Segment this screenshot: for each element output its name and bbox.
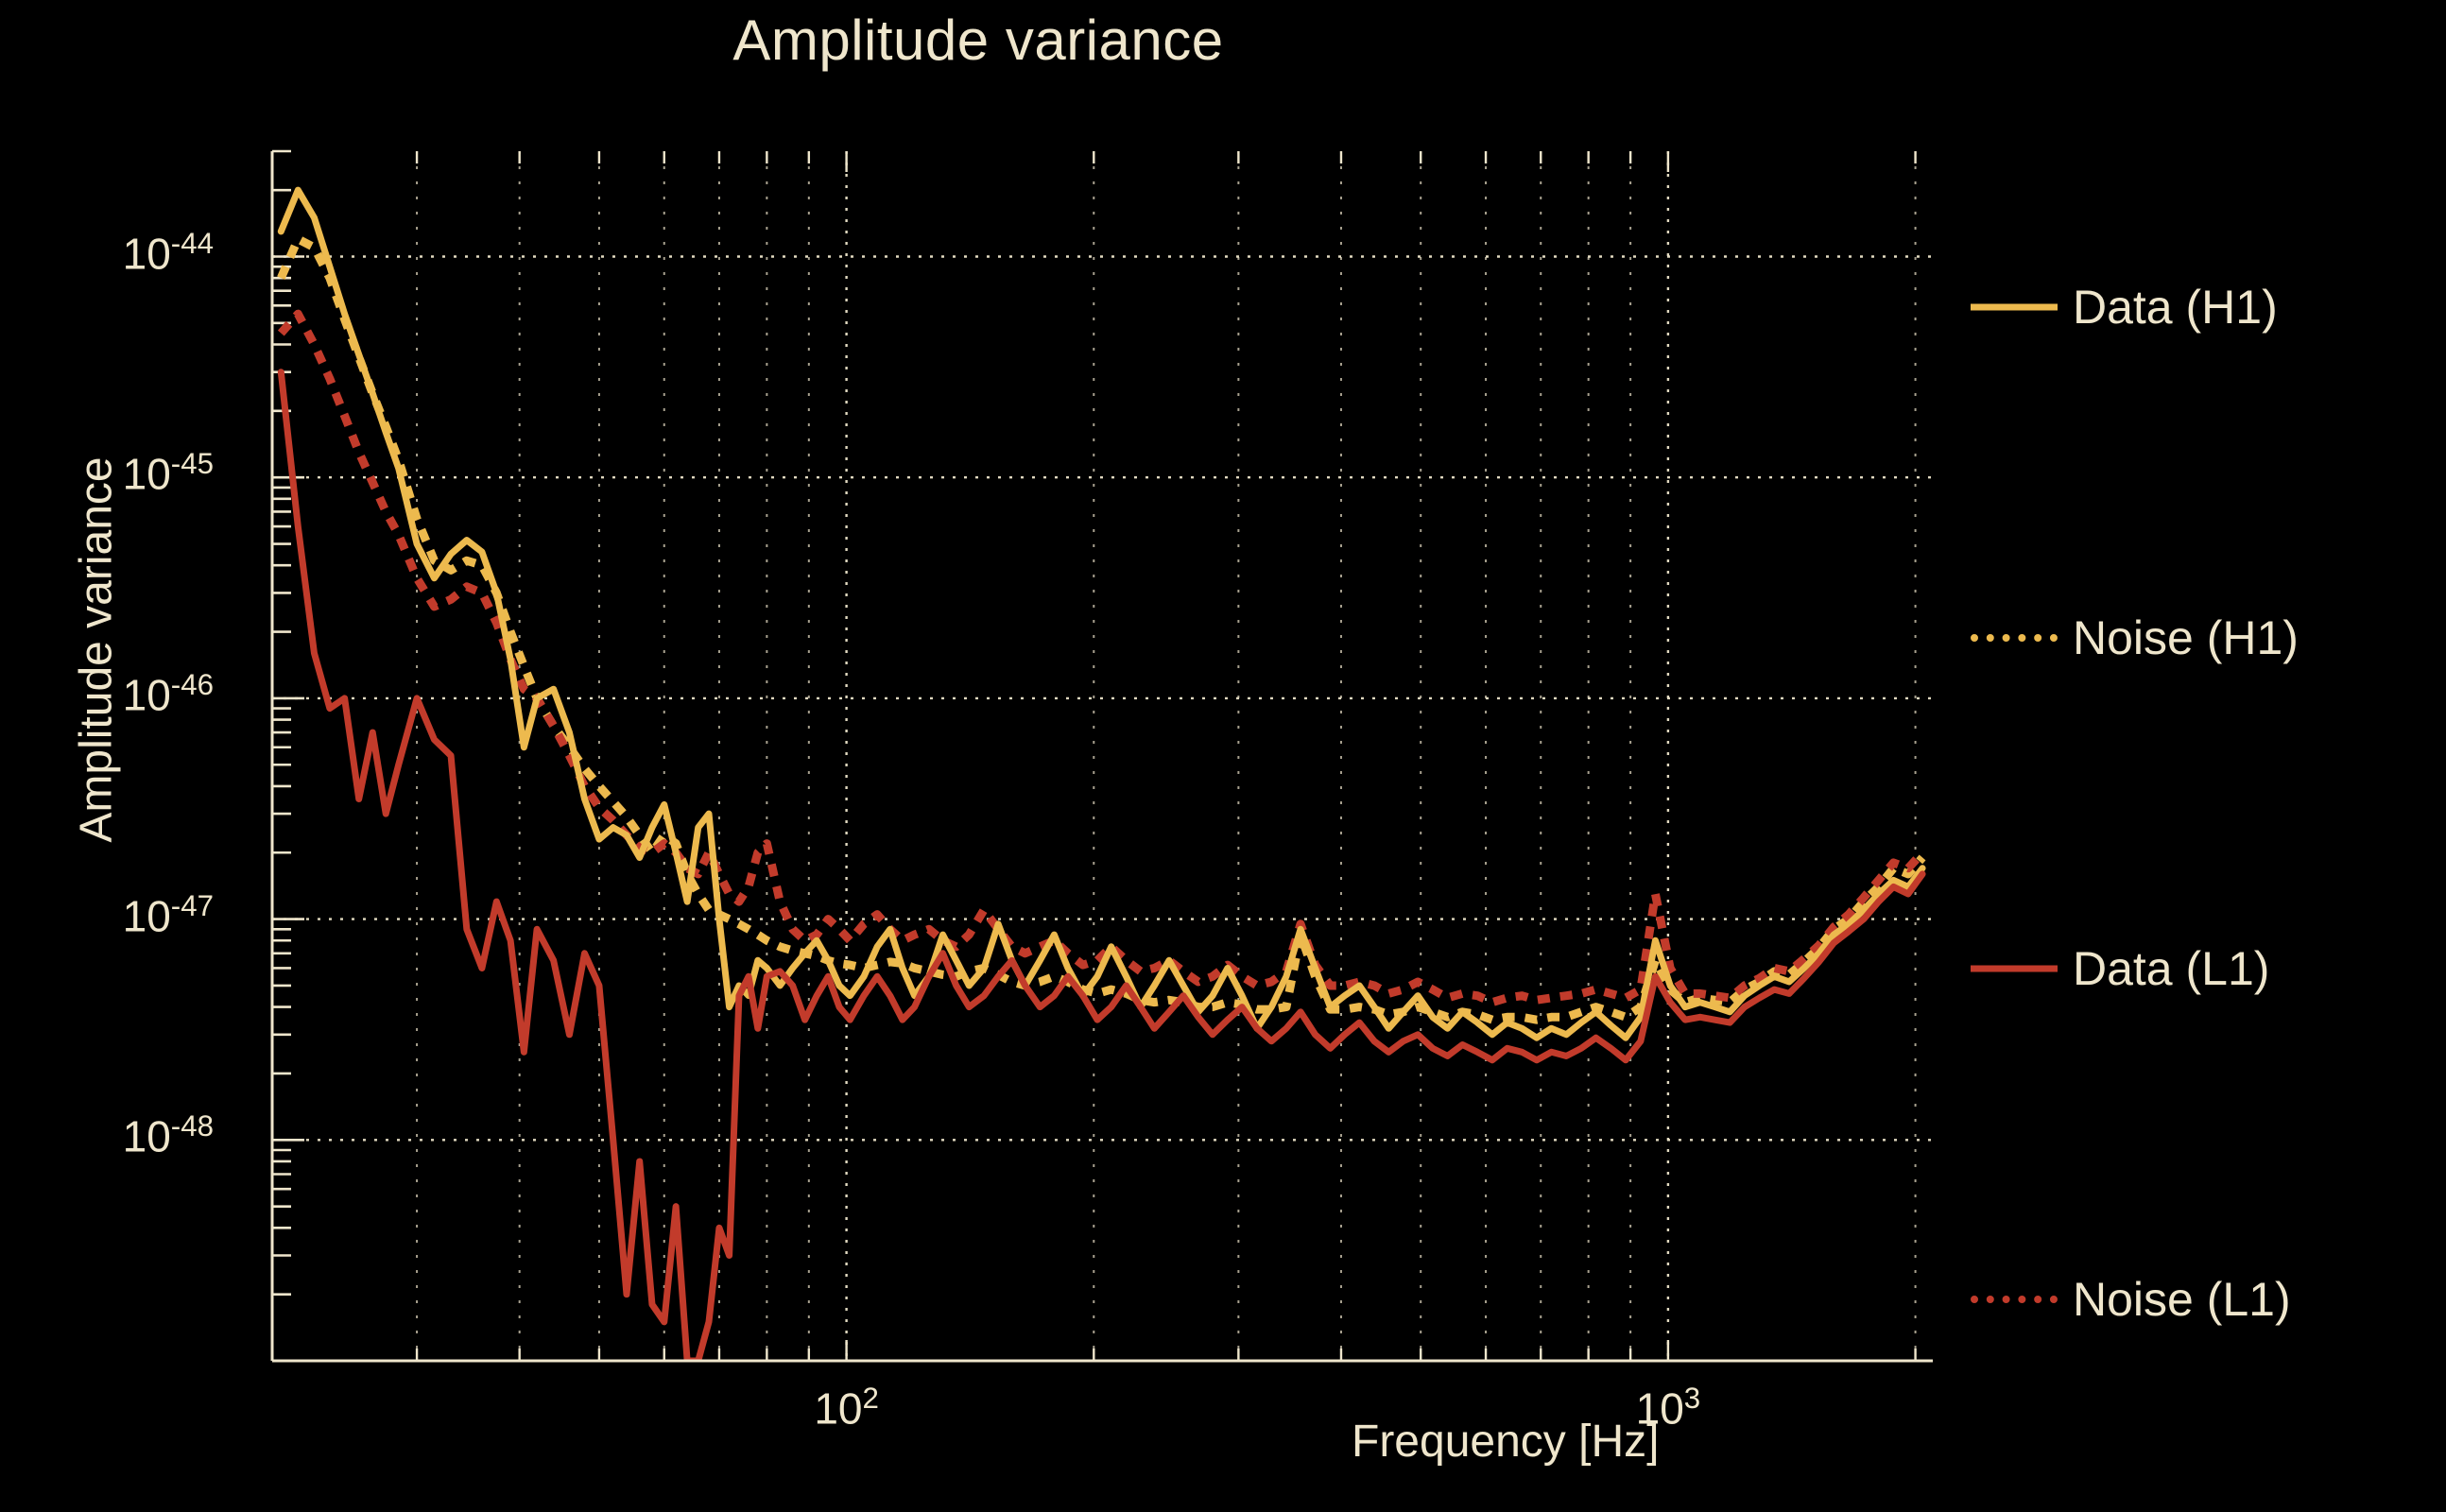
gridlines xyxy=(271,151,1933,1363)
series-line-noise_l1 xyxy=(277,309,1926,1007)
x-axis-title: Frequency [Hz] xyxy=(1352,1417,1660,1467)
y-tick-label-2: 10-46 xyxy=(122,667,214,720)
legend-label-2: Data (L1) xyxy=(2073,942,2270,995)
chart-title: Amplitude variance xyxy=(732,9,1224,72)
chart-legend: Data (H1) Noise (H1) Data (L1) Noise (L1) xyxy=(1971,151,2443,1361)
legend-swatch-dotted-icon xyxy=(1971,624,2058,652)
y-tick-label-1: 10-45 xyxy=(122,447,214,499)
legend-item-1[interactable]: Noise (H1) xyxy=(1971,605,2299,671)
data-series-layer xyxy=(277,186,1926,1361)
series-line-data_l1 xyxy=(277,369,1926,1361)
series-line-data_h1 xyxy=(277,186,1926,1041)
x-tick-label-1: 103 xyxy=(1635,1382,1701,1434)
y-tick-label-4: 10-48 xyxy=(122,1109,214,1161)
legend-item-0[interactable]: Data (H1) xyxy=(1971,274,2278,340)
y-axis-tick-labels: 10-44 10-45 10-46 10-47 10-48 xyxy=(0,0,253,1512)
y-tick-label-3: 10-47 xyxy=(122,888,214,940)
legend-swatch-solid-icon xyxy=(1971,293,2058,321)
x-tick-label-0: 102 xyxy=(814,1382,879,1434)
plot-frame xyxy=(270,151,1933,1363)
legend-item-3[interactable]: Noise (L1) xyxy=(1971,1266,2291,1332)
y-tick-label-0: 10-44 xyxy=(122,226,214,278)
legend-swatch-solid-icon xyxy=(1971,954,2058,983)
legend-label-1: Noise (H1) xyxy=(2073,611,2299,664)
plot-area xyxy=(270,149,1933,1363)
legend-label-3: Noise (L1) xyxy=(2073,1273,2291,1326)
series-line-noise_h1 xyxy=(277,234,1926,1024)
legend-label-0: Data (H1) xyxy=(2073,281,2278,334)
legend-item-2[interactable]: Data (L1) xyxy=(1971,936,2269,1002)
plot-svg xyxy=(270,149,1933,1363)
legend-swatch-dotted-icon xyxy=(1971,1285,2058,1314)
